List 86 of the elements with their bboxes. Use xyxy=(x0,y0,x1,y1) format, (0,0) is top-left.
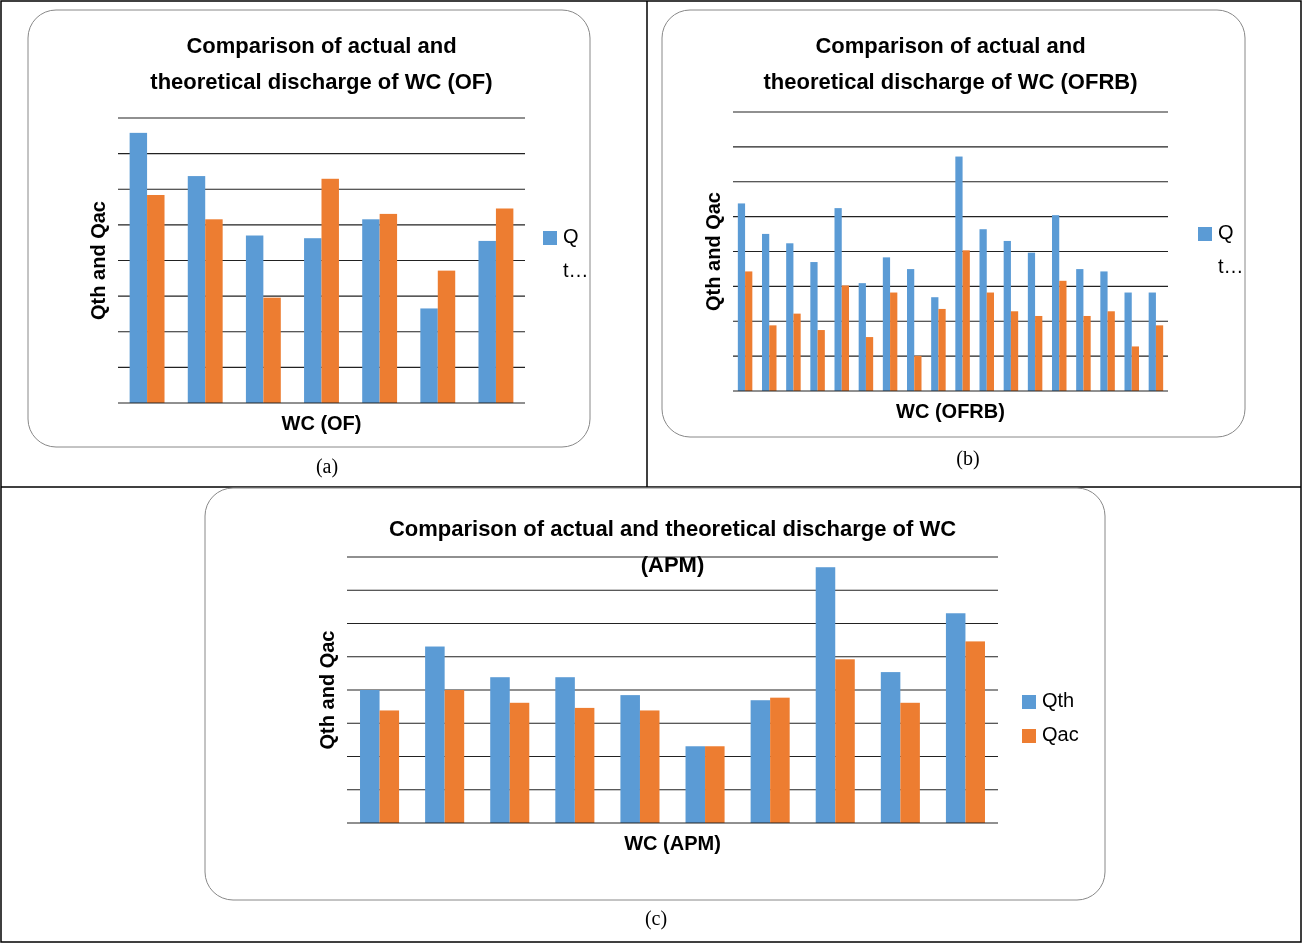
bar xyxy=(1107,311,1115,391)
bar xyxy=(1003,240,1011,391)
bar xyxy=(931,297,939,391)
bar xyxy=(907,269,915,391)
bar xyxy=(900,702,920,823)
bar xyxy=(574,707,595,823)
bar xyxy=(890,292,898,391)
chart-title: Comparison of actual and theoretical discharge of WC (APM) xyxy=(388,515,957,577)
bar xyxy=(769,325,777,391)
bar xyxy=(1052,215,1060,391)
bar xyxy=(304,238,322,403)
y-axis-title: Qth and Qac xyxy=(87,201,110,320)
legend-label: Qac xyxy=(1042,723,1079,746)
bar xyxy=(810,262,818,391)
bar xyxy=(786,243,794,391)
bar xyxy=(509,702,530,823)
bar xyxy=(1010,311,1019,391)
bar xyxy=(1100,271,1108,391)
x-axis-title: WC (APM) xyxy=(624,832,721,855)
chart-title: Comparison of actual and theoretical discharge of WC (OFRB) xyxy=(763,32,1138,94)
bar xyxy=(379,710,400,823)
bar xyxy=(187,176,206,403)
bar xyxy=(1148,292,1156,391)
bar xyxy=(555,677,575,823)
bar xyxy=(495,208,514,403)
bar xyxy=(362,219,380,403)
bar xyxy=(1124,292,1132,391)
bar xyxy=(962,250,970,391)
bar xyxy=(914,355,922,391)
bar xyxy=(379,213,398,403)
bar xyxy=(745,271,753,391)
bar xyxy=(321,178,339,403)
y-axis-title: Qth and Qac xyxy=(702,192,725,311)
bar xyxy=(705,746,725,823)
x-axis-title: WC (OF) xyxy=(281,412,362,435)
bar xyxy=(129,132,148,403)
bar xyxy=(841,285,849,391)
bar xyxy=(762,233,770,391)
bar xyxy=(1076,269,1084,391)
bar xyxy=(490,677,510,823)
bar xyxy=(965,641,985,823)
bar xyxy=(205,219,223,403)
text: (c) xyxy=(644,906,668,930)
bar xyxy=(986,292,994,391)
bar xyxy=(945,613,966,823)
bar xyxy=(865,337,874,391)
bar xyxy=(835,659,855,823)
bar xyxy=(1131,346,1139,391)
bar xyxy=(437,270,456,403)
bar xyxy=(425,646,445,823)
bar xyxy=(750,700,771,823)
bar xyxy=(639,710,660,823)
bar xyxy=(955,156,963,391)
bar xyxy=(1155,325,1164,391)
bar xyxy=(858,283,866,391)
text: (b) xyxy=(956,446,980,470)
bar xyxy=(478,240,496,403)
chart-title: Comparison of actual and theoretical discharge of WC (OF) xyxy=(150,32,493,94)
bar xyxy=(979,229,987,391)
bar xyxy=(620,695,640,823)
bar xyxy=(882,257,891,391)
y-axis-title: Qth and Qac xyxy=(316,630,339,750)
bar xyxy=(770,697,790,823)
bar xyxy=(147,194,165,403)
bar xyxy=(263,297,281,403)
bar xyxy=(793,313,801,391)
bar xyxy=(737,203,746,391)
bar xyxy=(834,208,842,391)
bar xyxy=(880,672,901,823)
bar xyxy=(817,330,825,391)
bar xyxy=(1083,315,1091,391)
bar xyxy=(938,308,946,391)
bar xyxy=(815,567,836,823)
bar xyxy=(420,308,438,403)
x-axis-title: WC (OFRB) xyxy=(896,400,1005,423)
legend-label: Qth xyxy=(1042,689,1075,712)
bar xyxy=(1059,280,1067,391)
text: (a) xyxy=(315,454,339,478)
bar xyxy=(360,690,380,823)
bar xyxy=(444,690,465,823)
bar xyxy=(685,746,706,823)
legend-label: Q t… xyxy=(1218,221,1244,278)
bar xyxy=(245,235,264,403)
legend-label: Q t… xyxy=(563,225,589,282)
bar xyxy=(1027,252,1036,391)
bar xyxy=(1035,315,1043,391)
